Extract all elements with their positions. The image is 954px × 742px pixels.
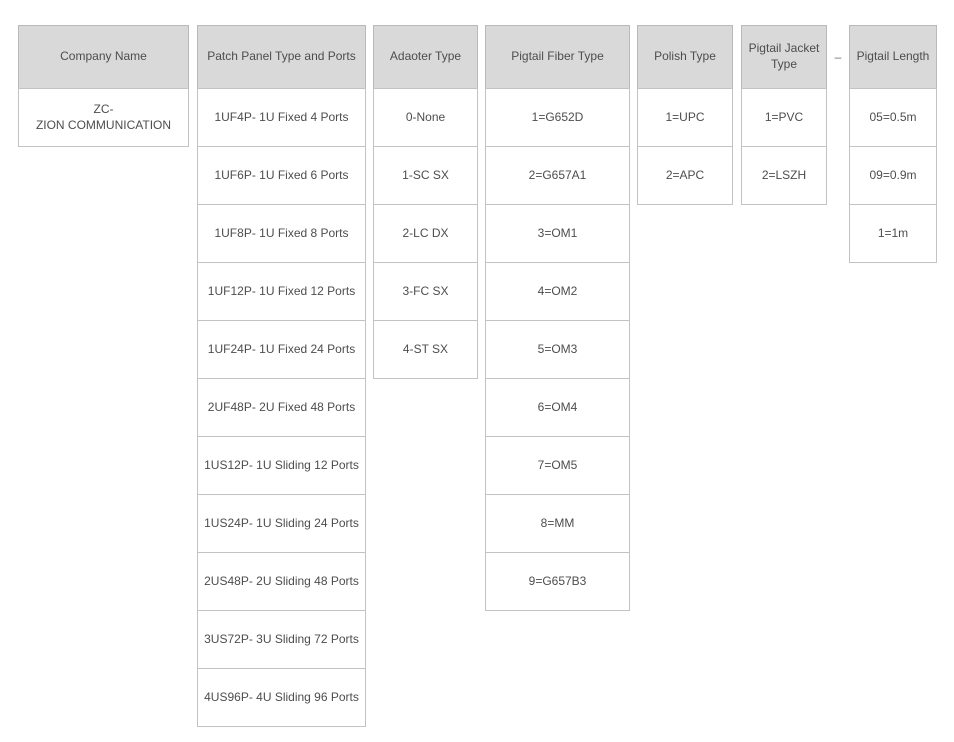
- pigtail-length-cell: 09=0.9m: [849, 146, 937, 205]
- adapter-type-cell: 1-SC SX: [373, 146, 478, 205]
- pigtail-length-cell: 05=0.5m: [849, 88, 937, 147]
- pigtail-length-header: Pigtail Length: [849, 25, 937, 89]
- patch-panel-cell: 1US12P- 1U Sliding 12 Ports: [197, 436, 366, 495]
- patch-panel-cell: 2US48P- 2U Sliding 48 Ports: [197, 552, 366, 611]
- patch-panel-cell: 3US72P- 3U Sliding 72 Ports: [197, 610, 366, 669]
- patch-panel-cell: 1US24P- 1U Sliding 24 Ports: [197, 494, 366, 553]
- patch-panel-cell: 1UF24P- 1U Fixed 24 Ports: [197, 320, 366, 379]
- pigtail-jacket-cell: 2=LSZH: [741, 146, 827, 205]
- patch-panel-cell: 4US96P- 4U Sliding 96 Ports: [197, 668, 366, 727]
- pigtail-length-cell: 1=1m: [849, 204, 937, 263]
- polish-type-cell: 2=APC: [637, 146, 733, 205]
- polish-type-cell: 1=UPC: [637, 88, 733, 147]
- patch-panel-cell: 2UF48P- 2U Fixed 48 Ports: [197, 378, 366, 437]
- pigtail-fiber-cell: 4=OM2: [485, 262, 630, 321]
- adapter-type-cell: 4-ST SX: [373, 320, 478, 379]
- pigtail-fiber-cell: 5=OM3: [485, 320, 630, 379]
- pigtail-jacket-cell: 1=PVC: [741, 88, 827, 147]
- patch-panel-cell: 1UF8P- 1U Fixed 8 Ports: [197, 204, 366, 263]
- patch-panel-type-header: Patch Panel Type and Ports: [197, 25, 366, 89]
- pigtail-jacket-type-header: Pigtail Jacket Type: [741, 25, 827, 89]
- dash-separator: –: [834, 50, 842, 64]
- patch-panel-cell: 1UF4P- 1U Fixed 4 Ports: [197, 88, 366, 147]
- company-name-header: Company Name: [18, 25, 189, 89]
- column-patch-panel-type: Patch Panel Type and Ports 1UF4P- 1U Fix…: [197, 25, 366, 727]
- column-pigtail-jacket-type: Pigtail Jacket Type 1=PVC 2=LSZH: [741, 25, 827, 205]
- pigtail-fiber-type-header: Pigtail Fiber Type: [485, 25, 630, 89]
- column-adapter-type: Adaoter Type 0-None 1-SC SX 2-LC DX 3-FC…: [373, 25, 478, 379]
- patch-panel-cell: 1UF6P- 1U Fixed 6 Ports: [197, 146, 366, 205]
- column-pigtail-fiber-type: Pigtail Fiber Type 1=G652D 2=G657A1 3=OM…: [485, 25, 630, 611]
- pigtail-fiber-cell: 6=OM4: [485, 378, 630, 437]
- pigtail-fiber-cell: 2=G657A1: [485, 146, 630, 205]
- adapter-type-cell: 3-FC SX: [373, 262, 478, 321]
- pigtail-fiber-cell: 8=MM: [485, 494, 630, 553]
- patch-panel-cell: 1UF12P- 1U Fixed 12 Ports: [197, 262, 366, 321]
- pigtail-fiber-cell: 1=G652D: [485, 88, 630, 147]
- column-polish-type: Polish Type 1=UPC 2=APC: [637, 25, 733, 205]
- polish-type-header: Polish Type: [637, 25, 733, 89]
- adapter-type-cell: 0-None: [373, 88, 478, 147]
- pigtail-fiber-cell: 9=G657B3: [485, 552, 630, 611]
- column-company-name: Company Name ZC- ZION COMMUNICATION: [18, 25, 189, 147]
- company-name-cell: ZC- ZION COMMUNICATION: [18, 88, 189, 147]
- pigtail-fiber-cell: 7=OM5: [485, 436, 630, 495]
- adapter-type-header: Adaoter Type: [373, 25, 478, 89]
- column-pigtail-length: Pigtail Length 05=0.5m 09=0.9m 1=1m: [849, 25, 937, 263]
- adapter-type-cell: 2-LC DX: [373, 204, 478, 263]
- pigtail-fiber-cell: 3=OM1: [485, 204, 630, 263]
